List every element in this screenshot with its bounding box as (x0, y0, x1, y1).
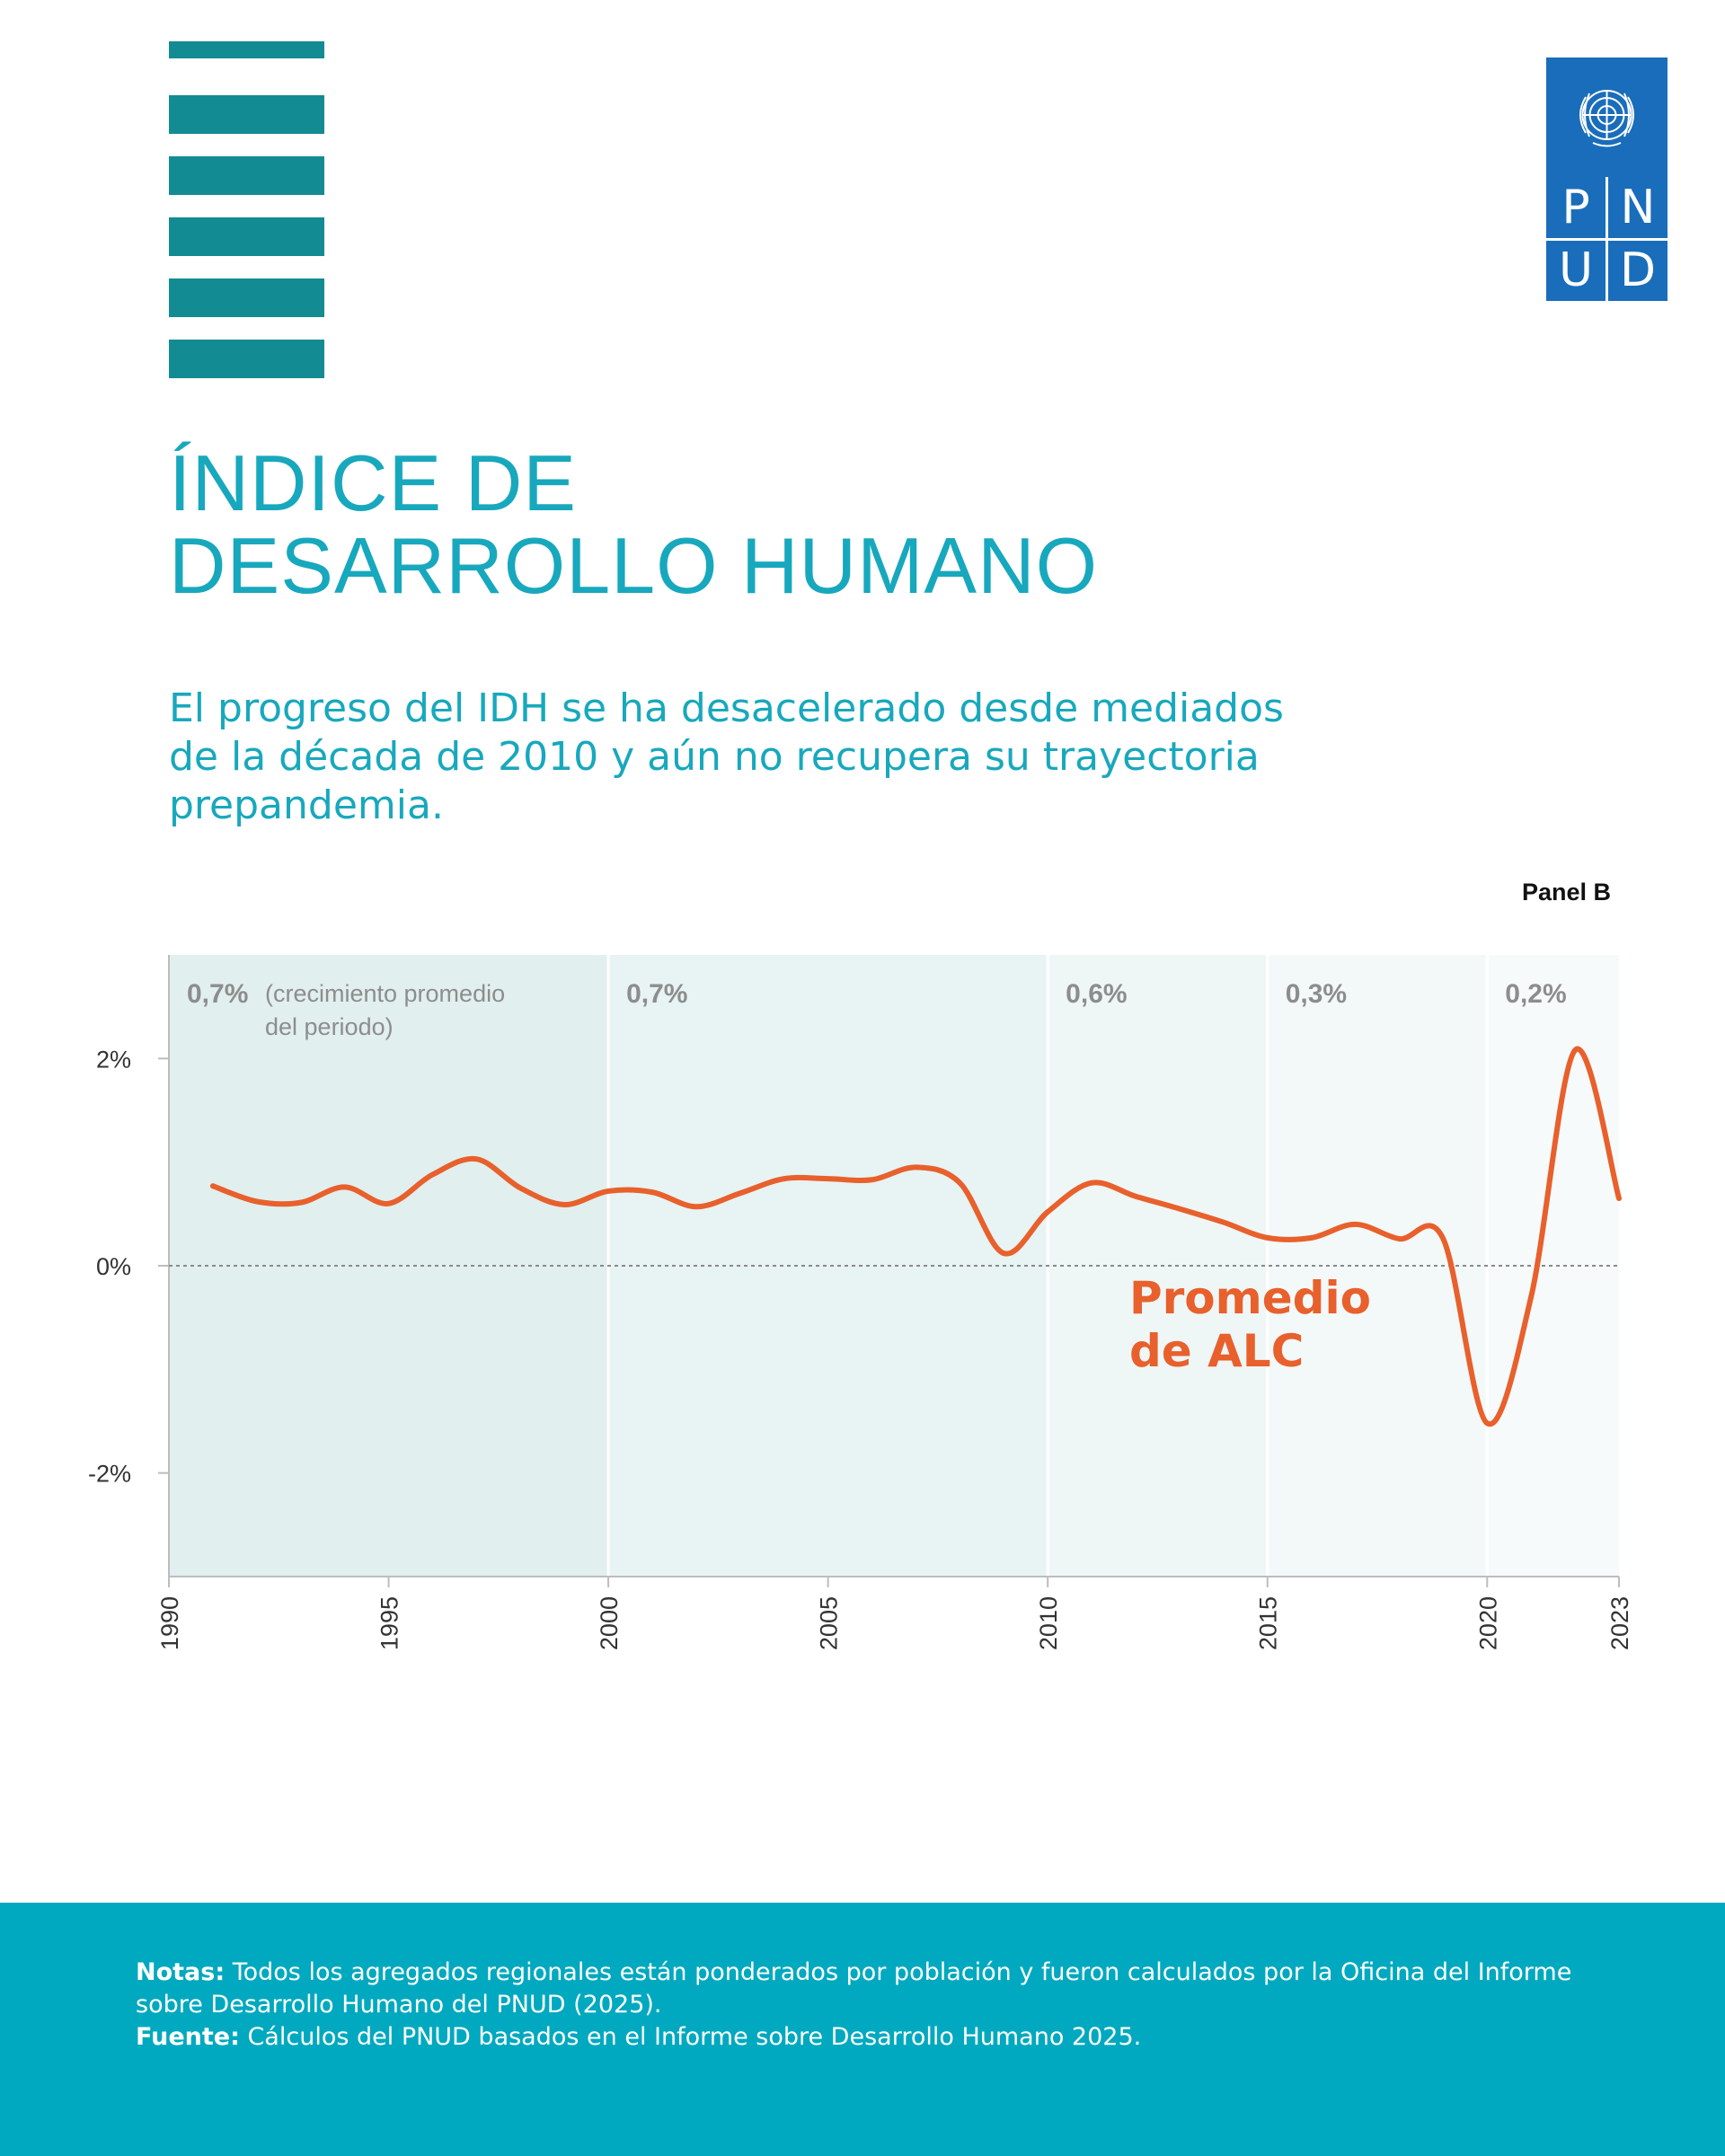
stripe (169, 340, 324, 378)
x-tick-label: 2005 (816, 1596, 843, 1650)
logo-letter: U (1546, 240, 1606, 301)
period-growth-label: 0,2% (1505, 979, 1566, 1009)
period-note: (crecimiento promedio (265, 980, 505, 1007)
page-title-line-1: ÍNDICE DE (169, 438, 577, 527)
decorative-stripes (169, 41, 324, 401)
x-tick-label: 2015 (1255, 1596, 1282, 1650)
y-tick-label: 2% (96, 1046, 131, 1073)
x-tick-label: 1990 (156, 1596, 183, 1650)
period-growth-label: 0,6% (1066, 979, 1127, 1009)
logo-letter: P (1546, 177, 1606, 238)
x-tick-label: 2000 (596, 1596, 623, 1650)
footer-notes: Notas: Todos los agregados regionales es… (136, 1957, 1609, 2054)
stripe (169, 217, 324, 256)
hdi-growth-chart: 0,7% (crecimiento promedio del periodo) 0,7… (88, 955, 1633, 1650)
y-tick-label: -2% (88, 1461, 131, 1488)
period-growth-label: 0,3% (1286, 979, 1347, 1009)
period-growth-label: 0,7% (626, 979, 687, 1009)
x-tick-label: 2010 (1035, 1596, 1062, 1650)
series-line (209, 1046, 1622, 1427)
logo-letter-grid: P N U D (1546, 177, 1668, 301)
stripe (169, 278, 324, 317)
series-label: de ALC (1129, 1325, 1304, 1377)
x-tick-label: 2023 (1606, 1596, 1633, 1650)
series-label: Promedio (1129, 1272, 1371, 1324)
notes-text: Todos los agregados regionales están pon… (136, 1958, 1572, 2019)
y-tick-label: 0% (96, 1253, 131, 1280)
panel-label: Panel B (1522, 879, 1612, 906)
footer-band (0, 1903, 1725, 2156)
period-growth-label: 0,7% (187, 979, 248, 1009)
logo-letter: N (1608, 177, 1668, 238)
page-title: ÍNDICE DE DESARROLLO HUMANO (169, 442, 1098, 607)
stripe (169, 156, 324, 195)
source-label: Fuente: (136, 2023, 240, 2051)
subtitle: El progreso del IDH se ha desacelerado d… (169, 685, 1284, 828)
page-title-line-2: DESARROLLO HUMANO (169, 521, 1099, 610)
un-emblem-icon (1579, 90, 1634, 147)
stripe (169, 95, 324, 134)
period-note: del periodo) (265, 1013, 394, 1040)
stripe (169, 41, 324, 58)
source-text: Cálculos del PNUD basados en el Informe … (239, 2023, 1142, 2051)
pnud-logo: P N U D (1546, 57, 1668, 301)
x-tick-label: 2020 (1474, 1596, 1501, 1650)
logo-letter: D (1608, 240, 1668, 301)
x-tick-label: 1995 (376, 1596, 403, 1650)
notes-label: Notas: (136, 1958, 226, 1986)
